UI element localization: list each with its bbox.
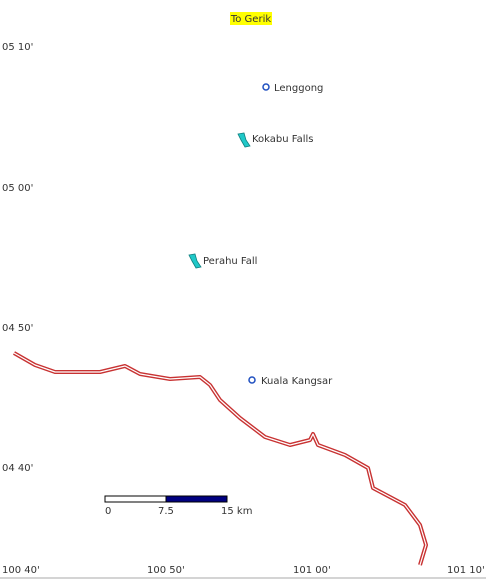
longitude-label: 101 00' (293, 565, 331, 576)
road (13, 351, 428, 566)
map-title: To Gerik (230, 14, 271, 25)
longitude-label: 101 10' (447, 565, 485, 576)
scale-label: 15 km (221, 506, 252, 517)
scale-label: 0 (105, 506, 111, 517)
road-center (13, 352, 427, 566)
longitude-label: 100 40' (2, 565, 40, 576)
scale-segment (104, 495, 167, 503)
latitude-label: 05 00' (2, 183, 33, 194)
town-marker (262, 83, 270, 91)
latitude-label: 04 40' (2, 463, 33, 474)
place-label: Kokabu Falls (252, 134, 314, 145)
place-label: Kuala Kangsar (261, 376, 333, 387)
title-highlight (230, 12, 272, 25)
latitude-label: 04 50' (2, 323, 33, 334)
town-marker (248, 376, 256, 384)
scale-segment (165, 495, 228, 503)
scale-label: 7.5 (158, 506, 174, 517)
waterfall-icon (237, 132, 251, 148)
place-label: Perahu Fall (203, 256, 257, 267)
longitude-label: 100 50' (147, 565, 185, 576)
place-label: Lenggong (274, 83, 323, 94)
waterfall-icon (188, 253, 202, 269)
latitude-label: 05 10' (2, 42, 33, 53)
